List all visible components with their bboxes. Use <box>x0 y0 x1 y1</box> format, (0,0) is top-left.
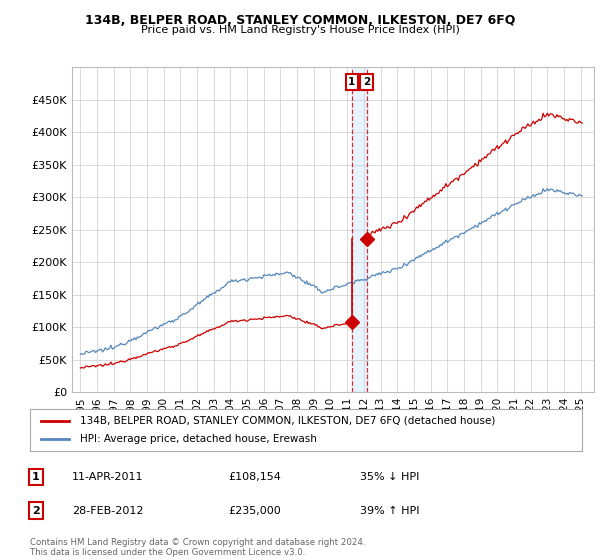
Text: 2: 2 <box>363 77 370 87</box>
Text: £235,000: £235,000 <box>228 506 281 516</box>
Text: 28-FEB-2012: 28-FEB-2012 <box>72 506 143 516</box>
Text: 1: 1 <box>32 472 40 482</box>
Bar <box>352 67 367 392</box>
Text: 134B, BELPER ROAD, STANLEY COMMON, ILKESTON, DE7 6FQ: 134B, BELPER ROAD, STANLEY COMMON, ILKES… <box>85 14 515 27</box>
Text: Price paid vs. HM Land Registry's House Price Index (HPI): Price paid vs. HM Land Registry's House … <box>140 25 460 35</box>
Text: 39% ↑ HPI: 39% ↑ HPI <box>360 506 419 516</box>
Text: HPI: Average price, detached house, Erewash: HPI: Average price, detached house, Erew… <box>80 434 317 444</box>
Text: 11-APR-2011: 11-APR-2011 <box>72 472 143 482</box>
Text: £108,154: £108,154 <box>228 472 281 482</box>
Text: 2: 2 <box>32 506 40 516</box>
Text: 1: 1 <box>348 77 355 87</box>
Text: Contains HM Land Registry data © Crown copyright and database right 2024.
This d: Contains HM Land Registry data © Crown c… <box>30 538 365 557</box>
Text: 134B, BELPER ROAD, STANLEY COMMON, ILKESTON, DE7 6FQ (detached house): 134B, BELPER ROAD, STANLEY COMMON, ILKES… <box>80 416 495 426</box>
Text: 35% ↓ HPI: 35% ↓ HPI <box>360 472 419 482</box>
